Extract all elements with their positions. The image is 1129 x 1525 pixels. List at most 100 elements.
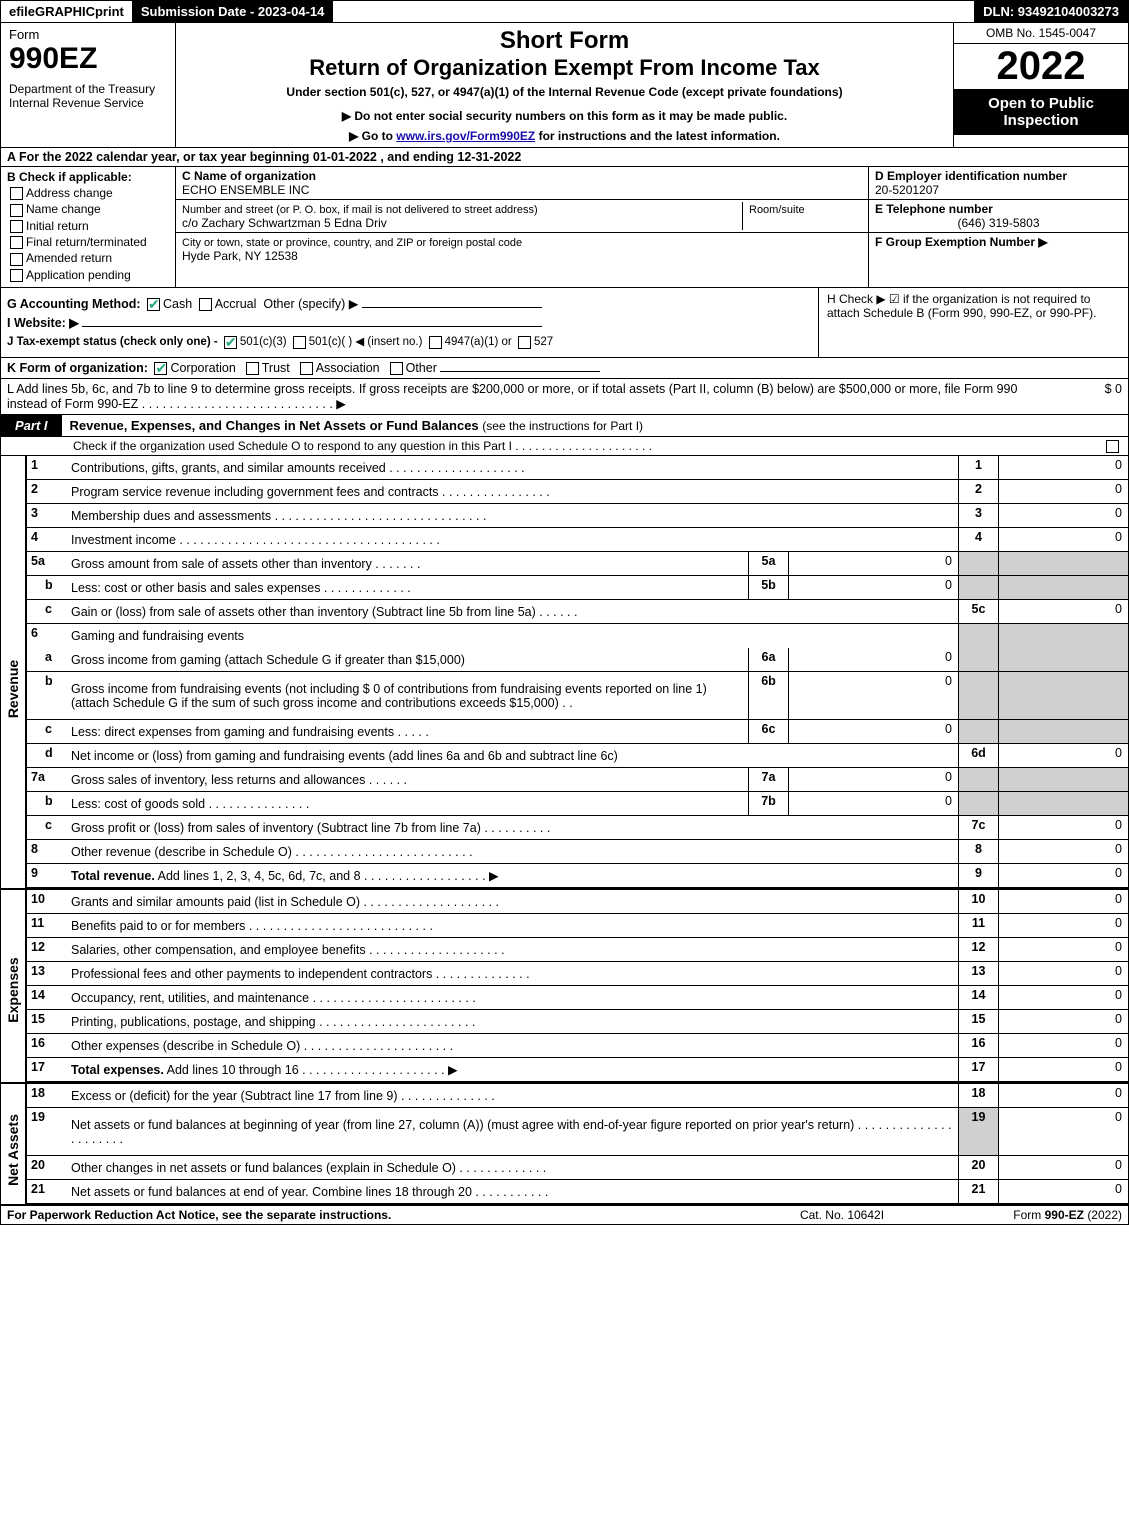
header-left: Form 990EZ Department of the Treasury In… xyxy=(1,23,176,147)
chk-other-org[interactable] xyxy=(390,362,403,375)
checkbox-icon[interactable] xyxy=(10,253,23,266)
mid-line-number: 6a xyxy=(748,648,788,671)
right-line-value xyxy=(998,672,1128,719)
line-description: Total expenses. Add lines 10 through 16 … xyxy=(67,1058,958,1081)
efile-label[interactable]: efile GRAPHIC print xyxy=(1,1,133,22)
chk-corporation[interactable] xyxy=(154,362,167,375)
street-value: c/o Zachary Schwartzman 5 Edna Driv xyxy=(182,216,387,230)
right-line-value: 0 xyxy=(998,480,1128,503)
line-description: Net assets or fund balances at beginning… xyxy=(67,1108,958,1155)
checkbox-icon[interactable] xyxy=(10,236,23,249)
right-line-number: 15 xyxy=(958,1010,998,1033)
chk-name-change[interactable]: Name change xyxy=(7,202,169,216)
chk-501c[interactable] xyxy=(293,336,306,349)
ledger-row: cGross profit or (loss) from sales of in… xyxy=(27,816,1128,840)
line-number: 4 xyxy=(27,528,67,551)
line-l-amount: $ 0 xyxy=(1052,382,1122,411)
header-center: Short Form Return of Organization Exempt… xyxy=(176,23,953,147)
efile-graphic[interactable]: GRAPHIC xyxy=(35,4,95,19)
line-description: Gain or (loss) from sale of assets other… xyxy=(67,600,958,623)
line-description: Program service revenue including govern… xyxy=(67,480,958,503)
part1-header: Part I Revenue, Expenses, and Changes in… xyxy=(0,415,1129,437)
mid-line-value: 0 xyxy=(788,552,958,575)
website-row: I Website: ▶ xyxy=(7,315,812,330)
line-number: 12 xyxy=(27,938,67,961)
page-footer: For Paperwork Reduction Act Notice, see … xyxy=(0,1205,1129,1225)
chk-application-pending[interactable]: Application pending xyxy=(7,268,169,282)
chk-address-change[interactable]: Address change xyxy=(7,186,169,200)
ledger-row: 1Contributions, gifts, grants, and simil… xyxy=(27,456,1128,480)
line-number: 9 xyxy=(27,864,67,887)
chk-final-return[interactable]: Final return/terminated xyxy=(7,235,169,249)
chk-trust[interactable] xyxy=(246,362,259,375)
chk-4947[interactable] xyxy=(429,336,442,349)
ein-label: D Employer identification number xyxy=(875,169,1067,183)
ssn-notice: ▶ Do not enter social security numbers o… xyxy=(186,109,943,123)
right-line-number: 10 xyxy=(958,890,998,913)
checkbox-icon[interactable] xyxy=(10,220,23,233)
ledger-row: 11Benefits paid to or for members . . . … xyxy=(27,914,1128,938)
mid-line-number: 7b xyxy=(748,792,788,815)
ledger-row: cGain or (loss) from sale of assets othe… xyxy=(27,600,1128,624)
chk-association[interactable] xyxy=(300,362,313,375)
right-line-number xyxy=(958,648,998,671)
ledger-row: bLess: cost of goods sold . . . . . . . … xyxy=(27,792,1128,816)
line-description: Net assets or fund balances at end of ye… xyxy=(67,1180,958,1203)
line-description: Printing, publications, postage, and shi… xyxy=(67,1010,958,1033)
line-number: 8 xyxy=(27,840,67,863)
form-label: Form xyxy=(9,27,167,42)
checkbox-icon[interactable] xyxy=(10,204,23,217)
right-line-value xyxy=(998,768,1128,791)
right-line-number: 8 xyxy=(958,840,998,863)
checkbox-icon[interactable] xyxy=(10,187,23,200)
chk-501c3[interactable] xyxy=(224,336,237,349)
chk-initial-return[interactable]: Initial return xyxy=(7,219,169,233)
group-block: F Group Exemption Number ▶ xyxy=(869,233,1128,251)
right-line-number: 3 xyxy=(958,504,998,527)
phone-block: E Telephone number (646) 319-5803 xyxy=(869,200,1128,233)
website-label: I Website: ▶ xyxy=(7,316,79,330)
line-description: Gross profit or (loss) from sales of inv… xyxy=(67,816,958,839)
other-specify-line[interactable] xyxy=(362,307,542,308)
right-line-number: 17 xyxy=(958,1058,998,1081)
group-label: F Group Exemption Number ▶ xyxy=(875,235,1048,249)
right-line-value: 0 xyxy=(998,1084,1128,1107)
ledger-row: 10Grants and similar amounts paid (list … xyxy=(27,890,1128,914)
line-number: 16 xyxy=(27,1034,67,1057)
chk-amended-return[interactable]: Amended return xyxy=(7,251,169,265)
line-description: Excess or (deficit) for the year (Subtra… xyxy=(67,1084,958,1107)
chk-accrual[interactable] xyxy=(199,298,212,311)
line-number: d xyxy=(27,744,67,767)
other-org-line[interactable] xyxy=(440,371,600,372)
revenue-rows: 1Contributions, gifts, grants, and simil… xyxy=(27,456,1128,888)
mid-line-value: 0 xyxy=(788,672,958,719)
right-line-number: 20 xyxy=(958,1156,998,1179)
inspection-badge: Open to Public Inspection xyxy=(954,89,1128,135)
city-row: City or town, state or province, country… xyxy=(176,233,868,265)
website-line[interactable] xyxy=(82,326,542,327)
right-line-value: 0 xyxy=(998,890,1128,913)
part1-schedo-row: Check if the organization used Schedule … xyxy=(0,437,1129,456)
line-description: Occupancy, rent, utilities, and maintena… xyxy=(67,986,958,1009)
ledger-row: aGross income from gaming (attach Schedu… xyxy=(27,648,1128,672)
right-line-value: 0 xyxy=(998,840,1128,863)
line-number: 11 xyxy=(27,914,67,937)
tax-year: 2022 xyxy=(954,44,1128,89)
right-line-value: 0 xyxy=(998,816,1128,839)
right-line-value: 0 xyxy=(998,1010,1128,1033)
instructions-link[interactable]: www.irs.gov/Form990EZ xyxy=(396,129,535,143)
footer-center: Cat. No. 10642I xyxy=(742,1208,942,1222)
right-line-number: 6d xyxy=(958,744,998,767)
street-row: Number and street (or P. O. box, if mail… xyxy=(176,200,868,233)
efile-text: efile xyxy=(9,4,35,19)
mid-line-value: 0 xyxy=(788,792,958,815)
right-line-number: 14 xyxy=(958,986,998,1009)
chk-schedo[interactable] xyxy=(1106,440,1119,453)
chk-cash[interactable] xyxy=(147,298,160,311)
room-label: Room/suite xyxy=(749,204,805,216)
ledger-row: 5aGross amount from sale of assets other… xyxy=(27,552,1128,576)
efile-print[interactable]: print xyxy=(95,4,124,19)
checkbox-icon[interactable] xyxy=(10,269,23,282)
right-line-value xyxy=(998,720,1128,743)
chk-527[interactable] xyxy=(518,336,531,349)
